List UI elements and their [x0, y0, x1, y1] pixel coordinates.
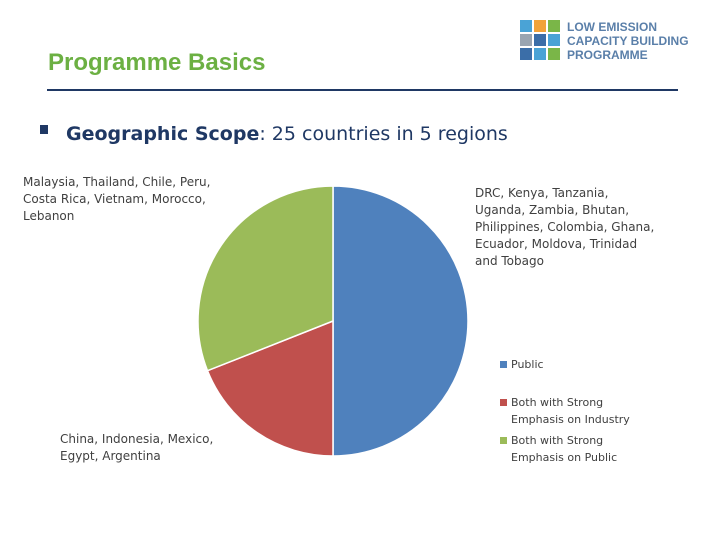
- pie-slice: [332, 185, 469, 457]
- logo-text: PROGRAMME: [567, 48, 648, 62]
- legend-item: Both with Strong Emphasis on Industry: [500, 394, 656, 428]
- bullet-body: : 25 countries in 5 regions: [259, 123, 507, 145]
- bullet-label: Geographic Scope: [66, 123, 259, 145]
- legend-label: Public: [511, 358, 544, 371]
- legend-swatch: [500, 361, 507, 368]
- logo-text: CAPACITY BUILDING: [567, 34, 689, 48]
- legend-label: Both with Strong Emphasis on Industry: [511, 396, 630, 426]
- slice-annotation: DRC, Kenya, Tanzania, Uganda, Zambia, Bh…: [475, 186, 655, 268]
- pie-slice: [206, 319, 334, 457]
- logo-icon: [520, 20, 560, 60]
- bullet-text: Geographic Scope: 25 countries in 5 regi…: [66, 123, 508, 145]
- pie: [197, 185, 469, 457]
- bullet-marker: [40, 125, 48, 134]
- legend-label: Both with Strong Emphasis on Public: [511, 434, 618, 464]
- slice-annotation: Malaysia, Thailand, Chile, Peru, Costa R…: [23, 175, 211, 223]
- legend-item: Public: [500, 356, 656, 373]
- slice-annotation: China, Indonesia, Mexico, Egypt, Argenti…: [60, 432, 214, 463]
- legend-item: Both with Strong Emphasis on Public: [500, 432, 656, 466]
- legend-swatch: [500, 399, 507, 406]
- logo-text: LOW EMISSION: [567, 20, 657, 34]
- legend-swatch: [500, 437, 507, 444]
- pie-slice: [197, 185, 334, 372]
- slide-title: Programme Basics: [48, 49, 265, 76]
